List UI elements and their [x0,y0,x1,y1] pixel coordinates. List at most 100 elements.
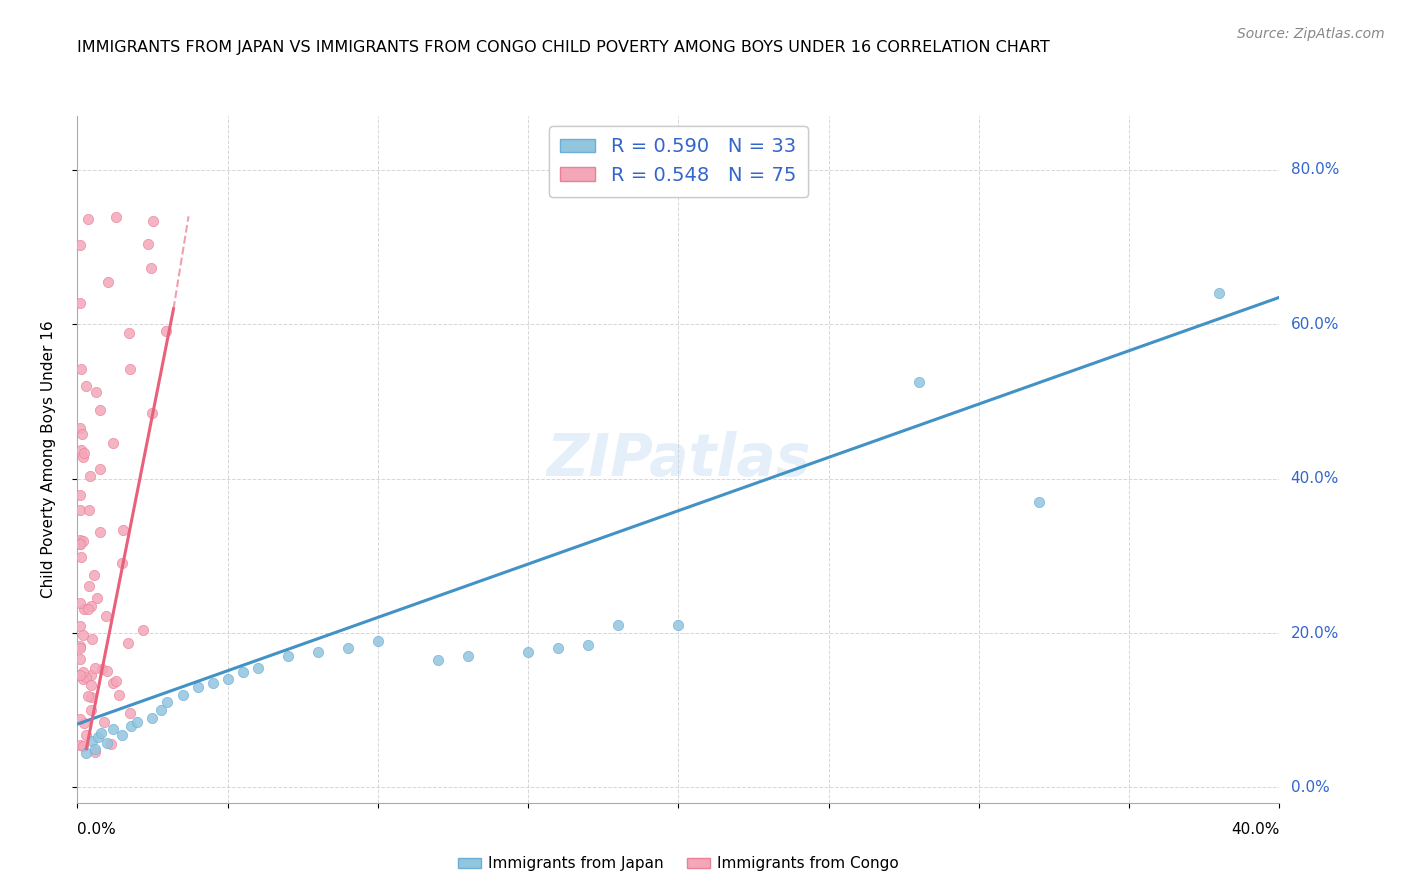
Point [277,649,299,664]
Point [80,678,103,692]
Point [86,591,108,605]
Point [69,536,91,550]
Point [72,665,94,679]
Point [79,468,101,483]
Point [232,665,254,679]
Y-axis label: Child Poverty Among Boys Under 16: Child Poverty Among Boys Under 16 [42,320,56,599]
Point [76,689,98,703]
Point [84,741,107,756]
Point [141,711,163,725]
Point [132,623,155,637]
Text: 0.0%: 0.0% [1291,780,1329,795]
Point [73,445,96,459]
Point [69,421,91,435]
Legend: R = 0.590   N = 33, R = 0.548   N = 75: R = 0.590 N = 33, R = 0.548 N = 75 [548,126,808,197]
Point [69,550,91,565]
Point [82,734,104,748]
Text: 20.0%: 20.0% [1291,625,1339,640]
Point [103,435,125,450]
Point [457,649,479,664]
Point [607,618,630,632]
Point [96,736,118,750]
Point [73,716,96,731]
Point [118,706,141,720]
Point [80,690,103,705]
Point [69,488,91,502]
Point [155,324,177,338]
Point [69,595,91,609]
Point [246,661,269,675]
Point [84,660,107,674]
Point [83,746,105,760]
Point [69,668,91,682]
Point [72,450,94,464]
Point [76,670,98,684]
Point [201,676,224,690]
Text: Source: ZipAtlas.com: Source: ZipAtlas.com [1237,27,1385,41]
Point [136,236,159,251]
Point [139,261,162,276]
Point [69,361,91,376]
Point [77,602,100,616]
Point [217,673,239,687]
Point [70,442,93,457]
Point [104,210,127,224]
Point [307,645,329,659]
Point [336,641,359,656]
Point [77,211,100,226]
Point [75,746,97,760]
Point [89,402,111,417]
Point [89,461,111,475]
Text: ZIPatlas: ZIPatlas [546,431,811,488]
Point [69,712,91,726]
Point [576,638,599,652]
Point [120,718,142,732]
Point [70,427,93,442]
Point [150,703,173,717]
Point [69,738,91,752]
Point [103,676,125,690]
Point [69,641,91,656]
Point [69,238,91,252]
Text: IMMIGRANTS FROM JAPAN VS IMMIGRANTS FROM CONGO CHILD POVERTY AMONG BOYS UNDER 16: IMMIGRANTS FROM JAPAN VS IMMIGRANTS FROM… [77,40,1050,55]
Point [80,668,103,682]
Point [87,730,110,744]
Point [172,688,194,702]
Point [142,214,165,228]
Point [77,579,100,593]
Point [72,739,94,753]
Point [96,608,118,623]
Point [69,533,91,547]
Point [69,640,91,654]
Point [72,628,94,642]
Point [84,384,107,399]
Point [96,275,118,289]
Point [90,726,112,740]
Point [105,673,128,688]
Point [186,680,209,694]
Point [1208,286,1230,301]
Text: 60.0%: 60.0% [1291,317,1339,332]
Point [100,737,122,751]
Point [111,523,134,537]
Point [69,296,91,310]
Point [111,728,134,742]
Point [547,641,569,656]
Point [1028,495,1050,509]
Point [91,662,114,676]
Point [77,502,100,516]
Point [93,714,115,729]
Point [80,599,103,613]
Point [367,633,389,648]
Point [103,723,125,737]
Text: 40.0%: 40.0% [1232,822,1279,837]
Text: 80.0%: 80.0% [1291,162,1339,178]
Point [96,664,118,678]
Point [427,653,450,667]
Point [75,378,97,392]
Point [111,556,134,570]
Point [908,375,931,389]
Text: 40.0%: 40.0% [1291,471,1339,486]
Point [127,714,149,729]
Point [108,688,131,702]
